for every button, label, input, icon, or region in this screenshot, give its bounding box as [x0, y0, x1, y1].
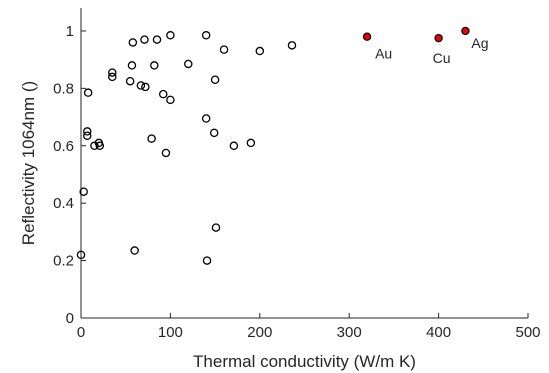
data-point	[246, 138, 256, 148]
y-tick-label: 1	[66, 23, 74, 40]
data-point	[219, 45, 229, 54]
data-point	[158, 89, 168, 99]
data-point	[209, 128, 219, 138]
data-point	[150, 61, 159, 70]
data-point	[83, 131, 92, 140]
data-point	[211, 223, 221, 232]
y-tick-label: 0.4	[53, 195, 74, 212]
data-point	[255, 46, 265, 56]
x-tick-label: 300	[337, 324, 362, 341]
data-point	[140, 35, 149, 44]
y-axis: 0 0.2 0.4 0.6 0.8 1	[53, 23, 86, 327]
point-annotation: Cu	[433, 50, 451, 66]
data-point	[166, 31, 175, 40]
highlight-data-point	[461, 26, 470, 36]
axes	[80, 8, 528, 319]
data-point	[141, 82, 150, 92]
data-point	[201, 31, 211, 40]
data-point	[130, 246, 139, 255]
point-annotations: Au Cu Ag	[375, 35, 488, 66]
data-point	[108, 68, 117, 77]
x-tick-label: 200	[247, 324, 272, 341]
data-point	[184, 59, 193, 69]
data-point	[95, 141, 105, 151]
y-tick-label: 0.6	[53, 138, 74, 155]
data-point	[152, 35, 162, 44]
data-point	[128, 38, 138, 47]
point-annotation: Au	[375, 46, 392, 62]
data-point	[201, 114, 211, 123]
x-axis-label: Thermal conductivity (W/m K)	[193, 352, 416, 371]
data-points	[76, 26, 470, 265]
data-point	[161, 148, 171, 158]
y-tick-label: 0.8	[53, 80, 74, 97]
y-axis-label: Reflectivity 1064nm ()	[19, 81, 38, 245]
data-point	[229, 141, 239, 151]
data-point	[108, 72, 117, 82]
data-point	[83, 88, 93, 97]
x-tick-label: 500	[515, 324, 540, 341]
data-point	[210, 75, 220, 85]
x-axis: 0 100 200 300 400 500	[77, 313, 541, 341]
data-point	[125, 76, 135, 86]
y-tick-label: 0.2	[53, 253, 74, 270]
x-tick-label: 400	[426, 324, 451, 341]
data-point	[166, 95, 175, 105]
x-tick-label: 0	[77, 324, 85, 341]
data-point	[83, 127, 92, 136]
y-tick-label: 0	[66, 310, 74, 327]
data-point	[202, 256, 212, 265]
highlight-data-point	[362, 32, 372, 41]
x-tick-label: 100	[158, 324, 183, 341]
data-point	[147, 134, 156, 143]
highlight-data-point	[434, 33, 443, 43]
data-point	[90, 141, 99, 151]
data-point	[76, 250, 86, 260]
data-point	[79, 187, 88, 196]
data-point	[287, 41, 297, 50]
point-annotation: Ag	[471, 35, 488, 51]
data-point	[136, 81, 146, 90]
data-point	[127, 61, 137, 70]
